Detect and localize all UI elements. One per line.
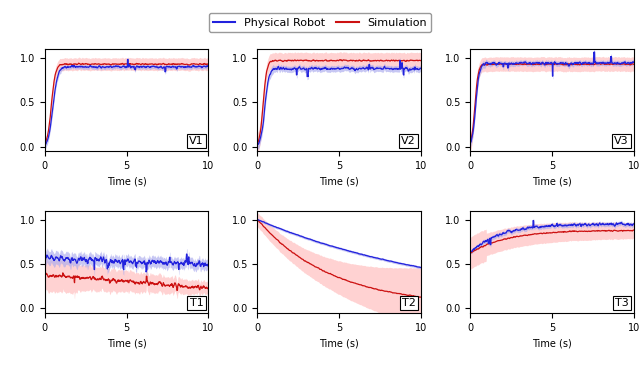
Text: V2: V2 (401, 136, 416, 146)
X-axis label: Time (s): Time (s) (319, 176, 359, 187)
X-axis label: Time (s): Time (s) (107, 176, 147, 187)
Text: T3: T3 (615, 298, 628, 308)
X-axis label: Time (s): Time (s) (532, 338, 572, 348)
X-axis label: Time (s): Time (s) (532, 176, 572, 187)
Text: T2: T2 (402, 298, 416, 308)
Legend: Physical Robot, Simulation: Physical Robot, Simulation (209, 13, 431, 32)
Text: V3: V3 (614, 136, 628, 146)
Text: T1: T1 (189, 298, 204, 308)
Text: V1: V1 (189, 136, 204, 146)
X-axis label: Time (s): Time (s) (107, 338, 147, 348)
X-axis label: Time (s): Time (s) (319, 338, 359, 348)
